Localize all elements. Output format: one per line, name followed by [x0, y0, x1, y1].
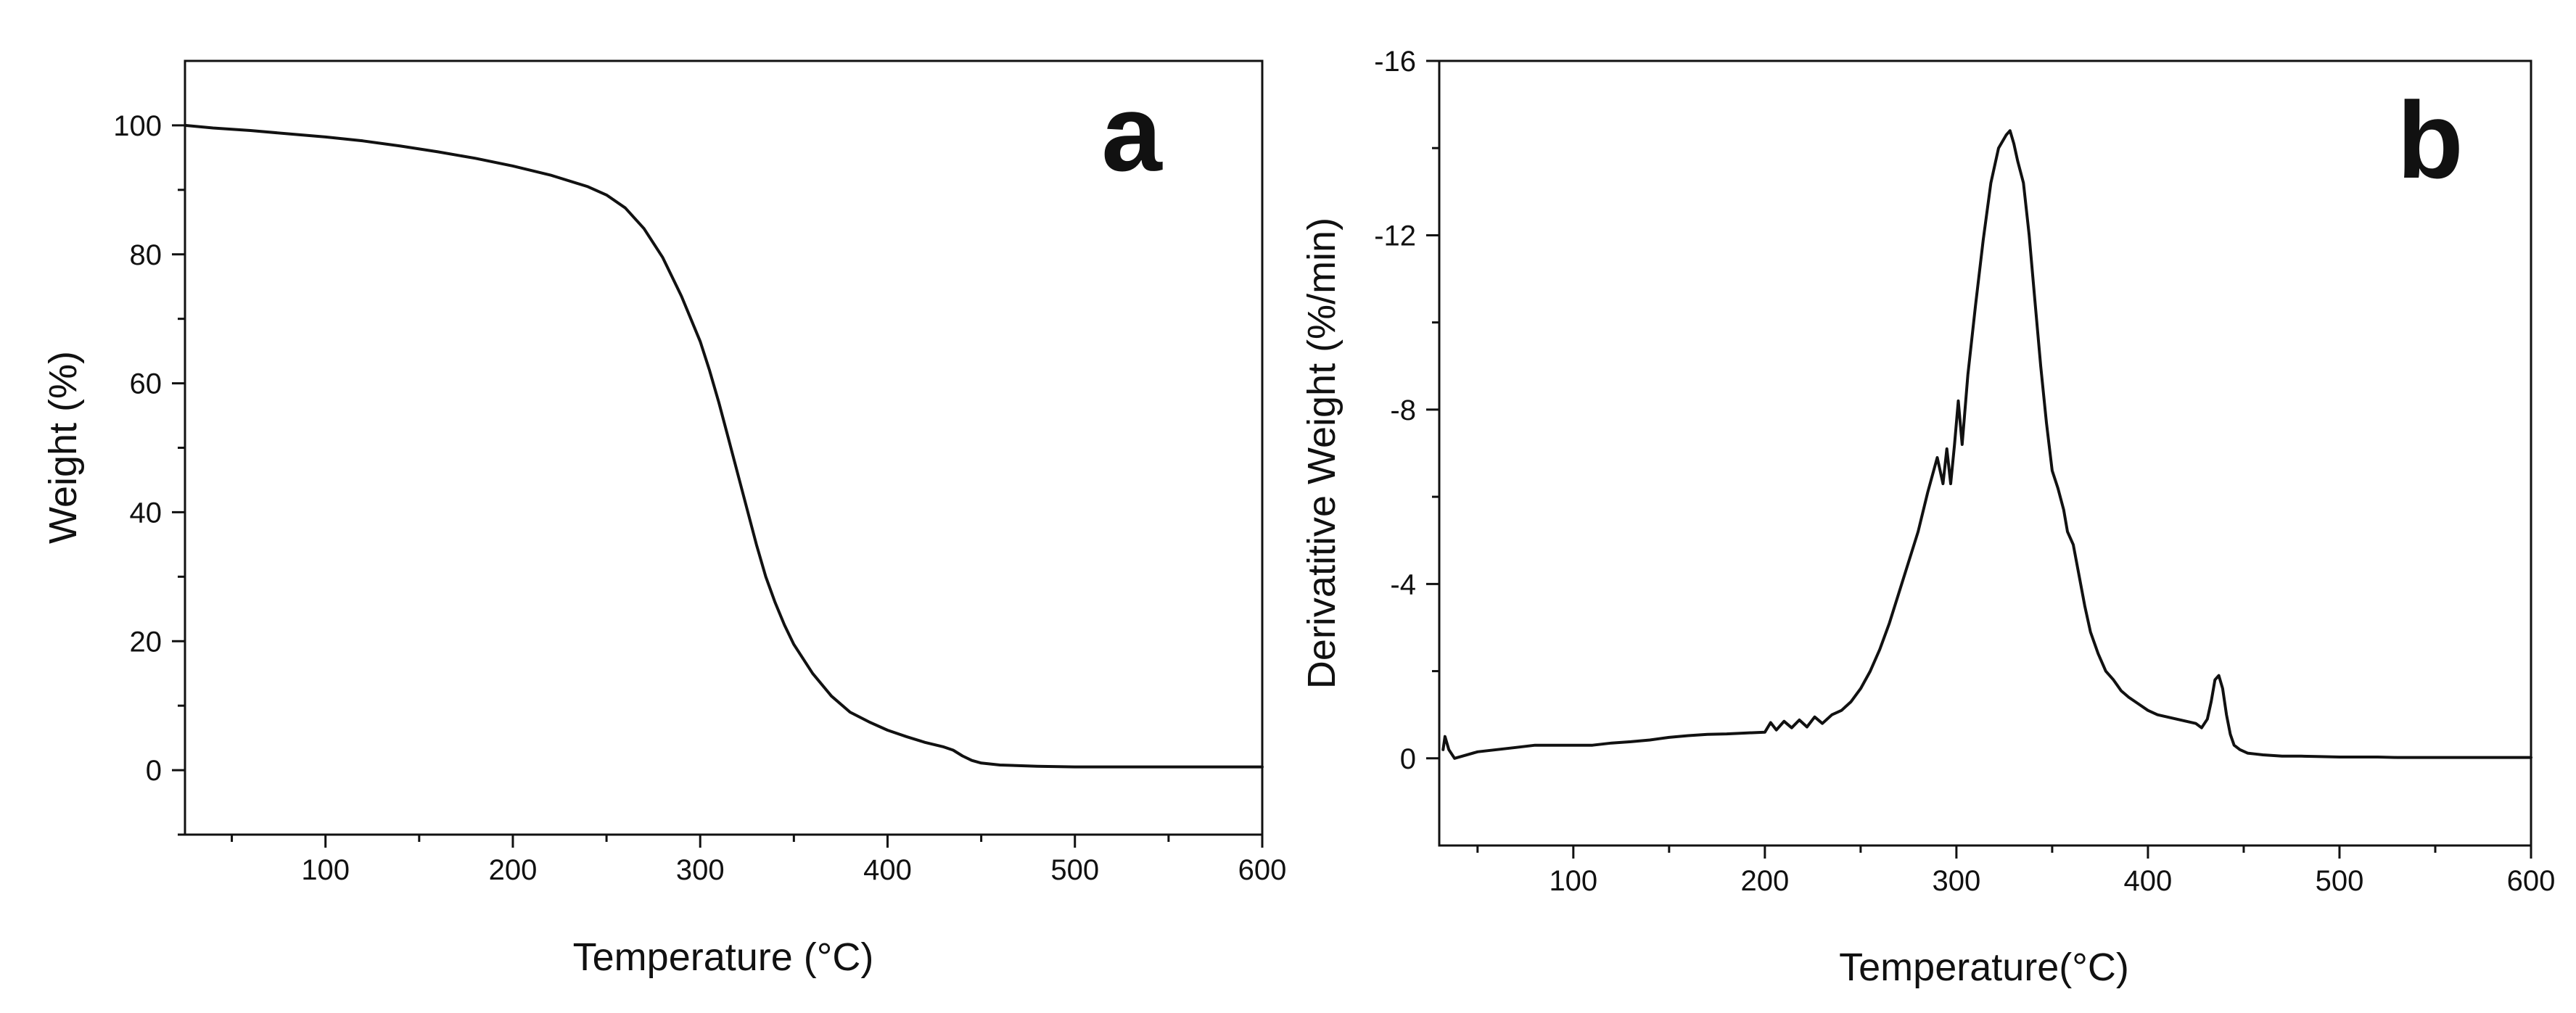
x-tick-label: 100	[1549, 865, 1597, 897]
x-tick-label: 300	[1933, 865, 1981, 897]
y-tick-label: -8	[1390, 394, 1416, 426]
x-tick-label: 100	[301, 854, 350, 886]
y-tick-label: 60	[130, 368, 162, 400]
y-tick-label: 100	[113, 110, 162, 142]
panel-b-letter: b	[2397, 79, 2464, 201]
x-tick-label: 500	[2316, 865, 2364, 897]
x-tick-label: 200	[489, 854, 538, 886]
panel-a-x-axis-title: Temperature (°C)	[573, 935, 874, 979]
x-tick-label: 300	[676, 854, 725, 886]
panel-a-plot-frame	[184, 59, 1264, 836]
x-tick-label: 200	[1740, 865, 1789, 897]
series-line-a	[184, 123, 1264, 769]
panel-a-y-axis-title: Weight (%)	[41, 351, 85, 544]
panel-a-letter: a	[1101, 72, 1163, 194]
x-tick-label: 400	[863, 854, 912, 886]
x-tick-label: 500	[1050, 854, 1099, 886]
panel-b-chart: 100 200 300 400 500 600 0 -4 -8 -12 -16 b Temperat…	[1300, 46, 2555, 989]
panel-a-chart: 100 200 300 400 500 600 0 20 40 60 80 100 a Tempera…	[41, 59, 1287, 979]
panel-b-plot-frame	[1438, 59, 2532, 847]
panel-b-x-axis-title: Temperature(°C)	[1839, 946, 2129, 989]
y-tick-label: 20	[130, 626, 162, 658]
y-tick-label: -16	[1374, 46, 1416, 78]
x-tick-label: 600	[1238, 854, 1287, 886]
y-tick-label: -12	[1374, 220, 1416, 252]
y-tick-label: 0	[1400, 743, 1416, 775]
x-tick-label: 600	[2507, 865, 2556, 897]
panel-b-y-axis-title: Derivatitive Weight (%/min)	[1300, 218, 1343, 689]
x-tick-label: 400	[2124, 865, 2173, 897]
y-tick-label: 40	[130, 497, 162, 529]
y-tick-label: 0	[146, 755, 162, 787]
y-tick-label: -4	[1390, 568, 1416, 600]
y-tick-label: 80	[130, 239, 162, 271]
series-line-b	[1441, 129, 2532, 760]
